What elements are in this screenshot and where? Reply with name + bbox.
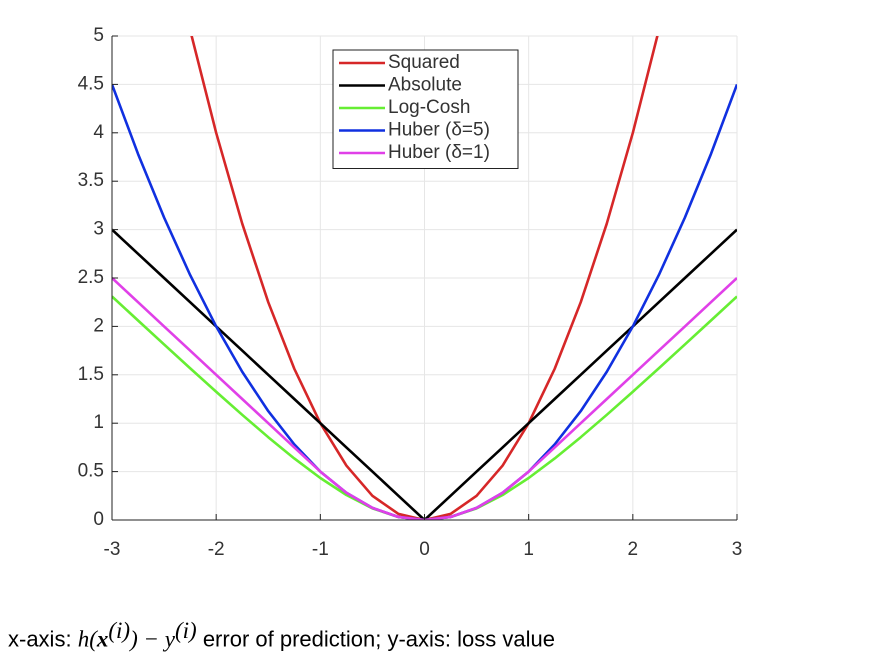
y-tick-label: 4.5 — [78, 73, 104, 94]
x-tick-label: -3 — [104, 539, 121, 560]
x-tick-label: 1 — [523, 539, 534, 560]
chart: 0 0.5 1 1.5 2 2.5 3 3.5 4 4.5 5 -3 -2 -1 0 1 2 3 SquaredA… — [78, 25, 743, 560]
x-tick-label: -2 — [208, 539, 225, 560]
x-tick-label: 0 — [419, 539, 430, 560]
caption-math: (i) — [108, 618, 131, 643]
x-tick-label: 3 — [732, 539, 743, 560]
caption-text: x-axis: — [8, 626, 78, 652]
ticks: 0 0.5 1 1.5 2 2.5 3 3.5 4 4.5 5 -3 -2 -1 0 1 2 3 — [78, 25, 743, 560]
y-tick-label: 3 — [93, 219, 104, 240]
y-tick-label: 1 — [93, 412, 104, 433]
caption-math: h( — [77, 626, 97, 652]
x-tick-label: -1 — [312, 539, 329, 560]
legend-label: Huber (δ=1) — [388, 142, 490, 163]
legend-label: Squared — [388, 52, 460, 73]
y-tick-label: 0.5 — [78, 461, 104, 482]
caption-text: error of prediction; y-axis: loss value — [196, 626, 555, 652]
series-line — [112, 295, 737, 520]
series-line — [112, 83, 737, 520]
y-tick-label: 4 — [93, 122, 104, 143]
series-line — [112, 277, 737, 520]
legend-label: Log-Cosh — [388, 97, 470, 118]
y-tick-label: 2.5 — [78, 267, 104, 288]
caption: x-axis: h(x(i)) − y(i) error of predicti… — [8, 618, 555, 652]
x-tick-label: 2 — [628, 539, 639, 560]
caption-math: y — [164, 626, 175, 652]
y-tick-label: 0 — [93, 509, 104, 530]
y-tick-label: 1.5 — [78, 364, 104, 385]
caption-math: x — [96, 626, 109, 652]
legend-label: Absolute — [388, 75, 462, 96]
series-line — [190, 36, 659, 520]
plot-lines — [112, 36, 737, 520]
y-tick-label: 5 — [93, 25, 104, 46]
caption-math: ) − — [130, 626, 165, 652]
y-tick-label: 2 — [93, 315, 104, 336]
caption-math: (i) — [174, 618, 197, 643]
y-tick-label: 3.5 — [78, 170, 104, 191]
legend-label: Huber (δ=5) — [388, 120, 490, 141]
